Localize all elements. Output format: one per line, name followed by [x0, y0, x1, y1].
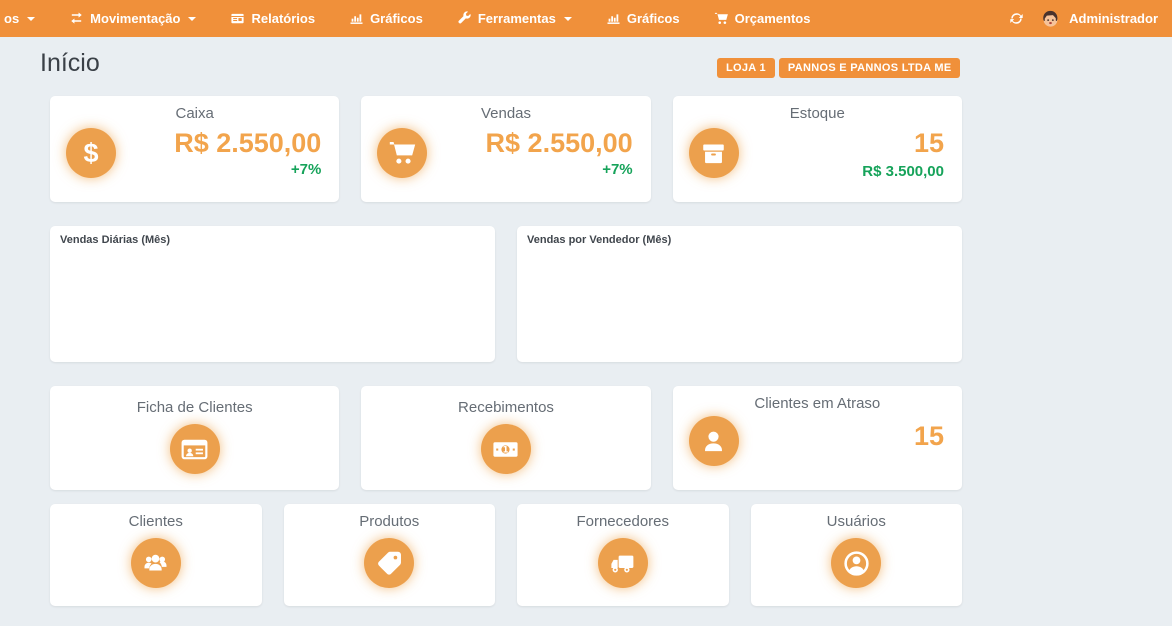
usuarios-card[interactable]: Usuários — [750, 504, 962, 606]
vendas-value: R$ 2.550,00 — [485, 128, 633, 158]
store-badges: LOJA 1 PANNOS E PANNOS LTDA ME — [717, 58, 961, 78]
nav-item-label: Relatórios — [251, 11, 316, 26]
dollar-icon: $ — [66, 128, 116, 178]
person-icon — [688, 416, 739, 466]
nav-item-graficos-1[interactable]: Gráficos — [343, 0, 429, 37]
caixa-title: Caixa — [175, 105, 214, 122]
report-icon — [230, 11, 245, 26]
nav-item-label: Ferramentas — [477, 11, 556, 26]
nav-right: Administrador — [1009, 8, 1158, 29]
nav-item-relatorios[interactable]: Relatórios — [224, 0, 321, 37]
nav-item-label: Gráficos — [626, 11, 680, 26]
ficha-clientes-card[interactable]: Ficha de Clientes — [50, 386, 340, 490]
daily-sales-chart-title: Vendas Diárias (Mês) — [60, 234, 171, 246]
estoque-value: 15 — [913, 128, 944, 158]
vendas-delta: +7% — [602, 160, 633, 178]
nav-item-label: Orçamentos — [734, 11, 811, 26]
store-badge: LOJA 1 — [717, 58, 775, 78]
nav-item-graficos-2[interactable]: Gráficos — [600, 0, 686, 37]
estoque-card: Estoque 15 R$ 3.500,00 — [672, 96, 962, 202]
nav-item-movimentacao[interactable]: Movimentação — [63, 0, 202, 37]
nav-item-cadastros-truncated[interactable]: os — [0, 0, 41, 37]
dashboard-grid: Caixa $ R$ 2.550,00 +7% Vendas R$ 2.550,… — [50, 96, 962, 606]
svg-text:1: 1 — [503, 444, 509, 454]
truck-icon — [597, 538, 648, 588]
nav-item-orcamentos[interactable]: Orçamentos — [708, 0, 817, 37]
shopping-cart-icon — [377, 128, 428, 178]
estoque-subvalue: R$ 3.500,00 — [862, 162, 944, 180]
refresh-icon[interactable] — [1009, 11, 1024, 26]
company-badge: PANNOS E PANNOS LTDA ME — [778, 58, 961, 78]
nav-item-label: Movimentação — [90, 11, 181, 26]
page-header: Início LOJA 1 PANNOS E PANNOS LTDA ME — [0, 37, 1172, 95]
caixa-delta: +7% — [290, 160, 322, 178]
clientes-em-atraso-title: Clientes em Atraso — [754, 395, 881, 412]
users-icon — [130, 538, 181, 588]
user-name: Administrador — [1069, 11, 1158, 26]
chevron-down-icon — [188, 16, 197, 21]
money-bill-icon: 1 — [480, 424, 531, 474]
id-card-icon — [169, 424, 220, 474]
estoque-title: Estoque — [789, 105, 845, 122]
chevron-down-icon — [27, 16, 36, 21]
avatar — [1040, 8, 1061, 29]
clientes-em-atraso-value: 15 — [913, 421, 944, 451]
sales-by-seller-chart-title: Vendas por Vendedor (Mês) — [527, 234, 672, 246]
box-icon — [688, 128, 739, 178]
daily-sales-chart: Vendas Diárias (Mês) — [50, 226, 495, 362]
clientes-em-atraso-card[interactable]: Clientes em Atraso 15 — [672, 386, 962, 490]
cart-icon — [714, 11, 729, 26]
user-circle-icon — [831, 538, 882, 588]
tag-icon — [364, 538, 415, 588]
nav-menu: os Movimentação — [0, 0, 816, 37]
usuarios-title: Usuários — [826, 513, 886, 530]
fornecedores-title: Fornecedores — [576, 513, 670, 530]
clientes-card[interactable]: Clientes — [50, 504, 262, 606]
produtos-title: Produtos — [359, 513, 420, 530]
nav-item-label: os — [4, 11, 20, 26]
caixa-value: R$ 2.550,00 — [174, 128, 322, 158]
sales-by-seller-chart: Vendas por Vendedor (Mês) — [517, 226, 962, 362]
user-menu[interactable]: Administrador — [1040, 8, 1158, 29]
chevron-down-icon — [563, 16, 572, 21]
bar-chart-icon — [349, 11, 364, 26]
nav-item-ferramentas[interactable]: Ferramentas — [451, 0, 578, 37]
bar-chart-icon — [606, 11, 621, 26]
wrench-icon — [457, 11, 472, 26]
top-navbar: os Movimentação — [0, 0, 1172, 37]
clientes-title: Clientes — [128, 513, 183, 530]
caixa-card: Caixa $ R$ 2.550,00 +7% — [50, 96, 340, 202]
recebimentos-card[interactable]: Recebimentos 1 — [361, 386, 651, 490]
ficha-clientes-title: Ficha de Clientes — [136, 399, 253, 416]
page-title: Início — [40, 49, 100, 77]
vendas-title: Vendas — [480, 105, 532, 122]
vendas-card: Vendas R$ 2.550,00 +7% — [361, 96, 651, 202]
exchange-icon — [69, 11, 84, 26]
produtos-card[interactable]: Produtos — [283, 504, 495, 606]
nav-item-label: Gráficos — [370, 11, 423, 26]
fornecedores-card[interactable]: Fornecedores — [517, 504, 729, 606]
recebimentos-title: Recebimentos — [458, 399, 554, 416]
